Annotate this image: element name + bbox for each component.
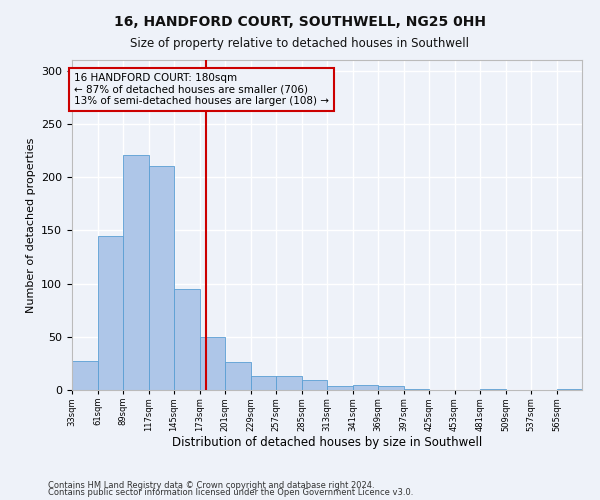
Bar <box>404 389 429 390</box>
Text: 16, HANDFORD COURT, SOUTHWELL, NG25 0HH: 16, HANDFORD COURT, SOUTHWELL, NG25 0HH <box>114 15 486 29</box>
Text: 16 HANDFORD COURT: 180sqm
← 87% of detached houses are smaller (706)
13% of semi: 16 HANDFORD COURT: 180sqm ← 87% of detac… <box>74 73 329 106</box>
Bar <box>378 386 404 390</box>
Bar <box>251 376 276 390</box>
Bar <box>353 384 378 390</box>
Bar <box>302 380 327 390</box>
X-axis label: Distribution of detached houses by size in Southwell: Distribution of detached houses by size … <box>172 436 482 450</box>
Bar <box>174 289 199 390</box>
Bar <box>327 386 353 390</box>
Text: Contains HM Land Registry data © Crown copyright and database right 2024.: Contains HM Land Registry data © Crown c… <box>48 480 374 490</box>
Text: Contains public sector information licensed under the Open Government Licence v3: Contains public sector information licen… <box>48 488 413 497</box>
Bar <box>72 362 97 390</box>
Text: Size of property relative to detached houses in Southwell: Size of property relative to detached ho… <box>131 38 470 51</box>
Bar <box>97 236 123 390</box>
Bar <box>480 389 505 390</box>
Bar <box>149 166 174 390</box>
Y-axis label: Number of detached properties: Number of detached properties <box>26 138 35 312</box>
Bar <box>276 376 302 390</box>
Bar <box>225 362 251 390</box>
Bar <box>557 389 582 390</box>
Bar <box>123 154 149 390</box>
Bar <box>199 337 225 390</box>
